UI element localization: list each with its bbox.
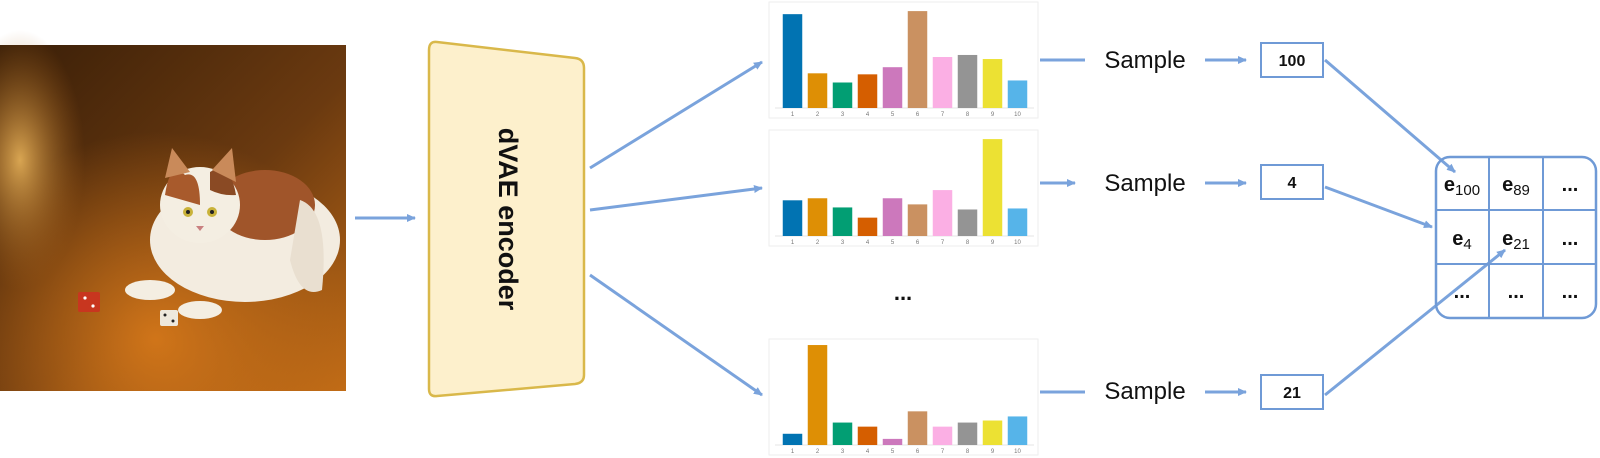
tick-label-5: 5 [891, 240, 895, 246]
bar-5 [882, 438, 903, 445]
rows-ellipsis: ... [894, 280, 912, 305]
bar-1 [782, 14, 803, 108]
bar-1 [782, 433, 803, 445]
bar-3 [832, 422, 853, 445]
grid-cell-0-0: e100 [1444, 174, 1480, 199]
token-box-2 [1260, 164, 1324, 200]
tick-label-9: 9 [991, 449, 995, 455]
bar-2 [807, 73, 828, 108]
token-value-3: 21 [1283, 385, 1301, 402]
bar-4 [857, 217, 878, 236]
bar-2 [807, 345, 828, 445]
bar-6 [907, 204, 928, 236]
tick-label-4: 4 [866, 112, 870, 118]
bar-3 [832, 207, 853, 236]
tick-label-3: 3 [841, 449, 845, 455]
tick-label-10: 10 [1014, 449, 1021, 455]
tick-label-7: 7 [941, 240, 945, 246]
tick-label-8: 8 [966, 240, 970, 246]
bar-4 [857, 74, 878, 108]
bar-10 [1007, 80, 1028, 108]
arrow-token-2-to-grid [1324, 185, 1433, 229]
grid-cell-2-1: ... [1508, 281, 1525, 303]
tick-label-8: 8 [966, 449, 970, 455]
tick-label-1: 1 [791, 112, 795, 118]
distribution-chart-2: 1 2 3 4 5 6 7 8 9 10 [768, 129, 1039, 247]
distribution-chart-3: 1 2 3 4 5 6 7 8 9 10 [768, 338, 1039, 456]
sample-label-3: Sample [1104, 378, 1185, 405]
token-box-1 [1260, 42, 1324, 78]
arrow-encoder-to-chart-2 [589, 185, 763, 212]
tick-label-2: 2 [816, 240, 820, 246]
tick-label-5: 5 [891, 112, 895, 118]
embedding-grid [1434, 155, 1598, 320]
bar-7 [932, 426, 953, 445]
grid-cell-0-2: ... [1562, 174, 1579, 196]
bar-8 [957, 422, 978, 445]
tick-label-5: 5 [891, 449, 895, 455]
tick-label-3: 3 [841, 240, 845, 246]
grid-cell-2-2: ... [1562, 281, 1579, 303]
tick-label-9: 9 [991, 112, 995, 118]
bar-10 [1007, 208, 1028, 236]
tick-label-6: 6 [916, 240, 920, 246]
bar-4 [857, 426, 878, 445]
grid-cell-0-1: e89 [1502, 174, 1530, 199]
bar-5 [882, 198, 903, 236]
token-box-3 [1260, 374, 1324, 410]
bar-1 [782, 200, 803, 236]
bar-10 [1007, 416, 1028, 445]
tick-label-1: 1 [791, 449, 795, 455]
bar-6 [907, 411, 928, 445]
arrow-encoder-to-chart-1 [589, 60, 763, 170]
bar-9 [982, 59, 1003, 108]
tick-label-6: 6 [916, 112, 920, 118]
arrow-encoder-to-chart-3 [589, 273, 763, 397]
token-value-1: 100 [1279, 53, 1306, 70]
grid-cell-1-0: e4 [1452, 228, 1471, 253]
sample-label-2: Sample [1104, 170, 1185, 197]
bar-8 [957, 209, 978, 236]
tick-label-7: 7 [941, 112, 945, 118]
tick-label-10: 10 [1014, 112, 1021, 118]
grid-cell-1-2: ... [1562, 228, 1579, 250]
bar-7 [932, 190, 953, 236]
tick-label-4: 4 [866, 240, 870, 246]
tick-label-7: 7 [941, 449, 945, 455]
bar-8 [957, 54, 978, 108]
tick-label-2: 2 [816, 112, 820, 118]
bar-9 [982, 139, 1003, 236]
embedding-grid-cells: e100 e89 ... e4 e21............ [1444, 174, 1578, 303]
tick-label-8: 8 [966, 112, 970, 118]
tick-label-6: 6 [916, 449, 920, 455]
bar-5 [882, 67, 903, 108]
bar-2 [807, 198, 828, 236]
cat-painting-image [0, 30, 346, 391]
bar-3 [832, 82, 853, 108]
token-value-2: 4 [1288, 175, 1297, 192]
arrow-token-1-to-grid [1324, 58, 1456, 174]
tick-label-4: 4 [866, 449, 870, 455]
tick-label-10: 10 [1014, 240, 1021, 246]
tick-label-9: 9 [991, 240, 995, 246]
distribution-chart-1: 1 2 3 4 5 6 7 8 9 10 [768, 1, 1039, 119]
arrow-token-3-to-grid [1324, 248, 1506, 397]
tick-label-2: 2 [816, 449, 820, 455]
grid-cell-2-0: ... [1454, 281, 1471, 303]
tick-label-1: 1 [791, 240, 795, 246]
bar-9 [982, 420, 1003, 445]
dvae-encoder-block: dVAE encoder [427, 40, 586, 398]
grid-cell-1-1: e21 [1502, 228, 1530, 253]
tick-label-3: 3 [841, 112, 845, 118]
bar-7 [932, 57, 953, 108]
sample-label-1: Sample [1104, 47, 1185, 74]
bar-6 [907, 11, 928, 109]
encoder-label: dVAE encoder [493, 128, 523, 311]
